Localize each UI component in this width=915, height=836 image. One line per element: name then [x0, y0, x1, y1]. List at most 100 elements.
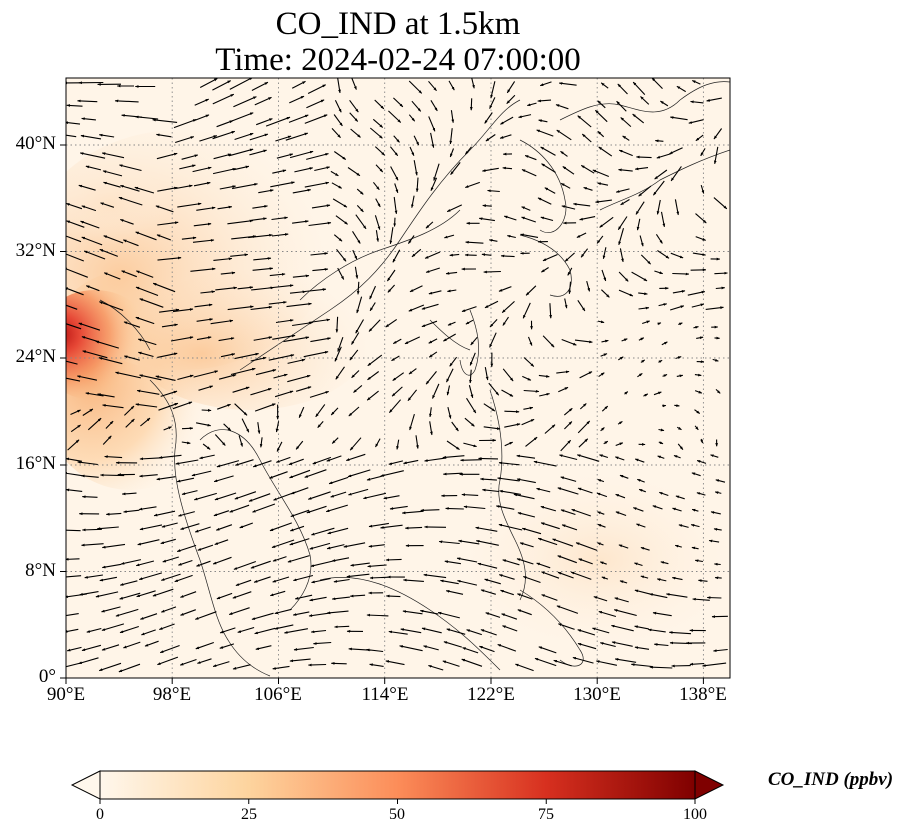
wind-vector	[104, 455, 123, 459]
wind-vector	[519, 542, 534, 548]
wind-vector	[599, 642, 616, 648]
wind-vector	[712, 358, 719, 362]
wind-vector	[272, 169, 287, 174]
wind-vector	[634, 646, 650, 650]
wind-vector	[152, 118, 178, 123]
wind-vector	[276, 441, 283, 452]
wind-vector	[290, 487, 309, 495]
wind-vector	[375, 438, 381, 448]
wind-vector	[601, 339, 609, 343]
wind-vector	[268, 284, 294, 289]
wind-vector	[658, 441, 664, 445]
wind-vector	[652, 611, 672, 617]
lon-label-106e: 106°E	[254, 684, 302, 705]
wind-vector	[237, 286, 254, 290]
wind-vector	[252, 204, 268, 209]
wind-vector	[258, 189, 274, 194]
wind-vector	[272, 576, 290, 583]
wind-vector	[78, 657, 99, 665]
wind-vector	[66, 457, 83, 462]
wind-vector	[689, 662, 705, 666]
wind-vector	[498, 461, 520, 466]
wind-vector	[616, 100, 627, 112]
wind-vector	[239, 522, 253, 529]
wind-vector	[502, 316, 509, 326]
wind-vector	[66, 267, 88, 278]
wind-vector	[502, 368, 514, 382]
wind-vector	[356, 188, 364, 195]
wind-vector	[328, 476, 349, 485]
wind-vector	[233, 96, 257, 108]
wind-vector	[640, 96, 650, 105]
wind-vector	[233, 560, 256, 570]
wind-vector	[602, 247, 607, 260]
wind-vector	[537, 99, 552, 103]
wind-vector	[349, 99, 359, 113]
wind-vector	[443, 333, 456, 342]
wind-vector	[190, 267, 216, 272]
lat-label-16n: 16°N	[15, 453, 56, 474]
wind-vector	[115, 608, 139, 617]
lat-label-8n: 8°N	[25, 560, 56, 581]
wind-vector	[408, 368, 417, 375]
wind-vector	[159, 308, 180, 313]
wind-vector	[228, 148, 254, 157]
wind-vector	[257, 422, 261, 434]
wind-vector	[180, 609, 196, 616]
wind-vector	[253, 257, 272, 261]
wind-vector	[521, 216, 536, 223]
wind-vector	[428, 290, 442, 295]
wind-vector	[456, 557, 478, 563]
lon-label-98e: 98°E	[152, 684, 192, 705]
wind-vector	[81, 528, 102, 532]
wind-vector	[445, 589, 464, 595]
wind-vector	[636, 523, 646, 528]
wind-vector	[122, 239, 139, 247]
wind-vector	[630, 663, 653, 668]
wind-vector	[549, 303, 553, 319]
wind-vector	[541, 267, 549, 273]
wind-vector	[351, 78, 357, 90]
wind-vector	[194, 526, 211, 533]
wind-vector	[385, 660, 405, 666]
wind-vector	[611, 624, 634, 632]
wind-vector	[428, 664, 444, 671]
wind-vector	[614, 658, 637, 663]
wind-vector	[636, 478, 645, 483]
map-title: CO_IND at 1.5km	[275, 6, 521, 42]
wind-vector	[640, 254, 651, 265]
wind-vector	[642, 320, 651, 325]
wind-vector	[160, 606, 177, 613]
wind-vector	[449, 128, 453, 145]
wind-vector	[144, 640, 159, 647]
wind-vector	[304, 114, 328, 124]
wind-vector	[560, 439, 572, 452]
wind-vector	[273, 373, 288, 379]
lon-label-122e: 122°E	[467, 684, 515, 705]
wind-vector	[172, 308, 194, 313]
wind-vector	[99, 576, 118, 582]
wind-vector	[138, 572, 163, 581]
map-time: Time: 2024-02-24 07:00:00	[215, 42, 581, 78]
wind-vector	[618, 271, 629, 282]
wind-vector	[118, 196, 143, 206]
wind-vector	[553, 659, 572, 667]
wind-vector	[158, 402, 179, 411]
wind-vector	[66, 220, 85, 228]
wind-vector	[658, 428, 665, 432]
wind-vector	[327, 527, 349, 535]
wind-vector	[643, 393, 649, 397]
wind-vector	[283, 336, 310, 343]
wind-vector	[502, 166, 513, 170]
wind-vector	[156, 133, 172, 138]
wind-vector	[215, 286, 238, 291]
wind-vector	[275, 421, 280, 433]
lat-label-0: 0°	[38, 666, 56, 687]
wind-vector	[307, 84, 327, 94]
wind-vector	[238, 435, 243, 447]
wind-vector	[174, 574, 193, 583]
wind-vector	[349, 594, 366, 598]
wind-vector	[331, 596, 350, 601]
wind-vector	[595, 660, 618, 666]
